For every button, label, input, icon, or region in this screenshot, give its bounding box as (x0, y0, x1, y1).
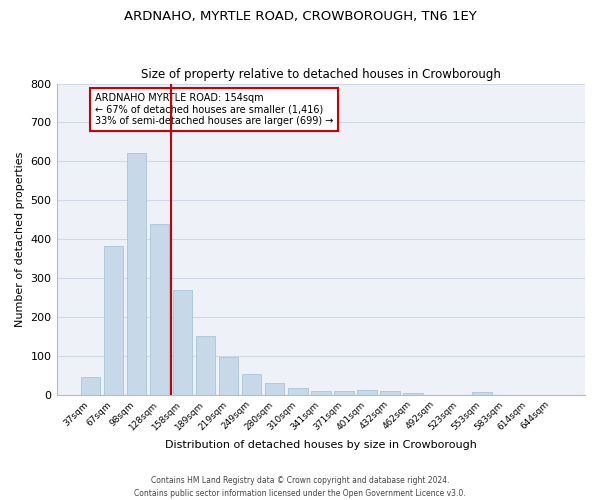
Y-axis label: Number of detached properties: Number of detached properties (15, 152, 25, 327)
Bar (472, 392, 492, 394)
Bar (149, 224, 169, 394)
Bar (104, 246, 123, 394)
Text: Contains HM Land Registry data © Crown copyright and database right 2024.
Contai: Contains HM Land Registry data © Crown c… (134, 476, 466, 498)
Bar (403, 393, 423, 394)
Bar (334, 391, 353, 394)
Bar (242, 374, 262, 394)
Title: Size of property relative to detached houses in Crowborough: Size of property relative to detached ho… (141, 68, 501, 81)
Bar (196, 336, 215, 394)
Bar (357, 390, 377, 394)
Bar (380, 391, 400, 394)
Bar (80, 377, 100, 394)
Bar (288, 388, 308, 394)
X-axis label: Distribution of detached houses by size in Crowborough: Distribution of detached houses by size … (165, 440, 477, 450)
Bar (219, 358, 238, 395)
Bar (173, 290, 193, 395)
Bar (265, 383, 284, 394)
Text: ARDNAHO, MYRTLE ROAD, CROWBOROUGH, TN6 1EY: ARDNAHO, MYRTLE ROAD, CROWBOROUGH, TN6 1… (124, 10, 476, 23)
Text: ARDNAHO MYRTLE ROAD: 154sqm
← 67% of detached houses are smaller (1,416)
33% of : ARDNAHO MYRTLE ROAD: 154sqm ← 67% of det… (95, 94, 334, 126)
Bar (311, 391, 331, 394)
Bar (127, 153, 146, 394)
